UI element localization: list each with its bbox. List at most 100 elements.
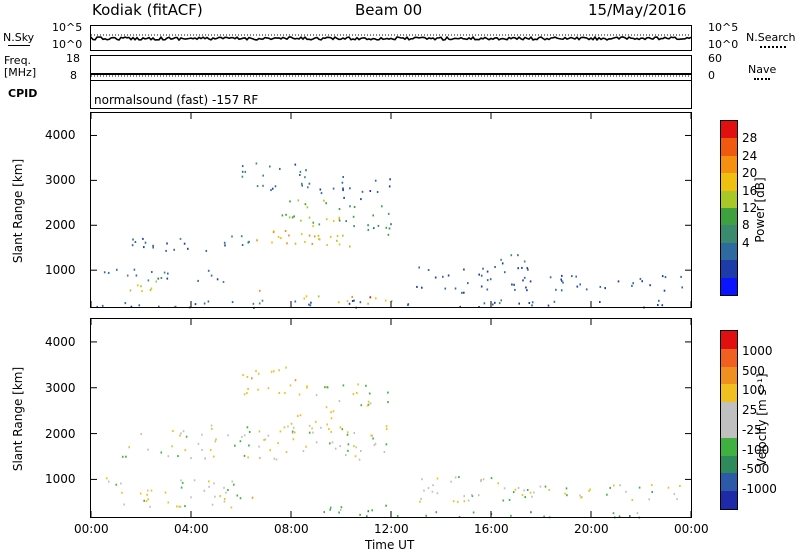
power-pixel bbox=[131, 244, 134, 247]
velocity-pixel bbox=[279, 430, 282, 433]
velocity-pixel bbox=[219, 495, 221, 498]
velocity-pixel bbox=[278, 369, 280, 372]
velocity-pixel bbox=[230, 506, 233, 509]
power-pixel bbox=[286, 242, 288, 245]
power-pixel bbox=[294, 300, 297, 303]
velocity-pixel bbox=[346, 433, 349, 436]
power-pixel bbox=[134, 241, 137, 243]
velocity-pixel bbox=[636, 512, 639, 515]
velocity-pixel bbox=[354, 455, 357, 458]
velocity-pixel bbox=[246, 426, 249, 429]
velocity-pixel bbox=[263, 438, 265, 441]
velocity-pixel bbox=[283, 426, 286, 429]
power-pixel bbox=[116, 268, 118, 271]
velocity-pixel bbox=[269, 449, 271, 452]
velocity-pixel bbox=[277, 442, 279, 445]
velocity-pixel bbox=[530, 511, 532, 514]
power-pixel bbox=[390, 223, 392, 226]
velocity-pixel bbox=[294, 379, 297, 382]
velocity-pixel bbox=[145, 500, 148, 503]
nave-label: Nave bbox=[748, 63, 777, 76]
velocity-pixel bbox=[302, 450, 305, 453]
x-tick-label: 12:00 bbox=[374, 522, 409, 536]
power-pixel bbox=[351, 295, 353, 298]
power-pixel bbox=[313, 235, 316, 238]
power-pixel bbox=[521, 266, 523, 269]
power-pixel bbox=[132, 238, 134, 241]
velocity-pixel bbox=[177, 455, 179, 458]
velocity-pixel bbox=[355, 446, 357, 449]
power-pixel bbox=[658, 299, 660, 302]
velocity-pixel bbox=[242, 374, 244, 376]
power-pixel bbox=[336, 235, 339, 237]
velocity-pixel bbox=[420, 497, 422, 500]
velocity-pixel bbox=[190, 457, 192, 460]
velocity-pixel bbox=[287, 425, 289, 428]
velocity-pixel bbox=[339, 445, 341, 447]
velocity-pixel bbox=[609, 486, 611, 489]
y-tick-label: 1000 bbox=[45, 472, 76, 487]
power-pixel bbox=[407, 304, 409, 306]
power-colorbar bbox=[720, 120, 738, 296]
velocity-pixel bbox=[267, 434, 270, 437]
velocity-pixel bbox=[470, 494, 473, 496]
power-pixel bbox=[599, 301, 601, 303]
power-pixel bbox=[307, 186, 309, 189]
velocity-pixel bbox=[329, 508, 331, 511]
velocity-pixel bbox=[450, 480, 452, 483]
colorbar-tick-label: 24 bbox=[742, 148, 758, 163]
power-pixel bbox=[241, 244, 244, 246]
power-pixel bbox=[384, 299, 387, 302]
power-pixel bbox=[360, 198, 362, 201]
power-pixel bbox=[312, 221, 315, 224]
velocity-pixel bbox=[181, 481, 184, 484]
power-pixel bbox=[288, 234, 290, 237]
velocity-pixel bbox=[231, 480, 234, 483]
power-pixel bbox=[163, 271, 166, 274]
power-pixel bbox=[157, 277, 160, 280]
power-pixel bbox=[262, 174, 264, 177]
velocity-pixel bbox=[480, 480, 482, 483]
power-pixel bbox=[277, 236, 280, 238]
power-pixel bbox=[308, 303, 310, 306]
velocity-pixel bbox=[330, 430, 333, 433]
velocity-pixel bbox=[543, 515, 545, 518]
colorbar-swatch bbox=[721, 121, 737, 139]
power-pixel bbox=[560, 278, 562, 281]
power-pixel bbox=[306, 206, 309, 209]
velocity-pixel bbox=[315, 441, 318, 444]
power-pixel bbox=[372, 214, 374, 217]
power-pixel bbox=[517, 254, 519, 257]
velocity-pixel bbox=[292, 438, 295, 441]
velocity-pixel bbox=[325, 406, 328, 409]
velocity-pixel bbox=[345, 454, 347, 456]
velocity-pixel bbox=[477, 494, 480, 497]
velocity-pixel bbox=[236, 494, 239, 497]
power-pixel bbox=[680, 275, 682, 278]
velocity-pixel bbox=[211, 427, 213, 430]
velocity-pixel bbox=[385, 443, 388, 446]
velocity-pixel bbox=[517, 487, 520, 489]
power-pixel bbox=[418, 266, 420, 269]
power-pixel bbox=[299, 174, 301, 176]
velocity-pixel bbox=[150, 489, 153, 492]
power-pixel bbox=[526, 267, 529, 270]
velocity-pixel bbox=[463, 495, 465, 498]
velocity-pixel bbox=[370, 434, 372, 437]
velocity-pixel bbox=[143, 499, 145, 502]
power-pixel bbox=[305, 169, 307, 172]
power-pixel bbox=[547, 304, 550, 307]
velocity-pixel bbox=[338, 400, 341, 403]
velocity-pixel bbox=[210, 424, 213, 427]
power-pixel bbox=[454, 287, 457, 290]
velocity-pixel bbox=[387, 391, 389, 394]
velocity-pixel bbox=[467, 499, 470, 502]
velocity-pixel bbox=[579, 494, 581, 497]
power-pixel bbox=[320, 192, 323, 195]
x-tick-label: 08:00 bbox=[274, 522, 309, 536]
power-pixel bbox=[416, 285, 418, 288]
velocity-pixel bbox=[140, 433, 142, 436]
velocity-pixel bbox=[357, 383, 359, 386]
power-pixel bbox=[442, 275, 444, 278]
velocity-pixel bbox=[243, 434, 246, 437]
